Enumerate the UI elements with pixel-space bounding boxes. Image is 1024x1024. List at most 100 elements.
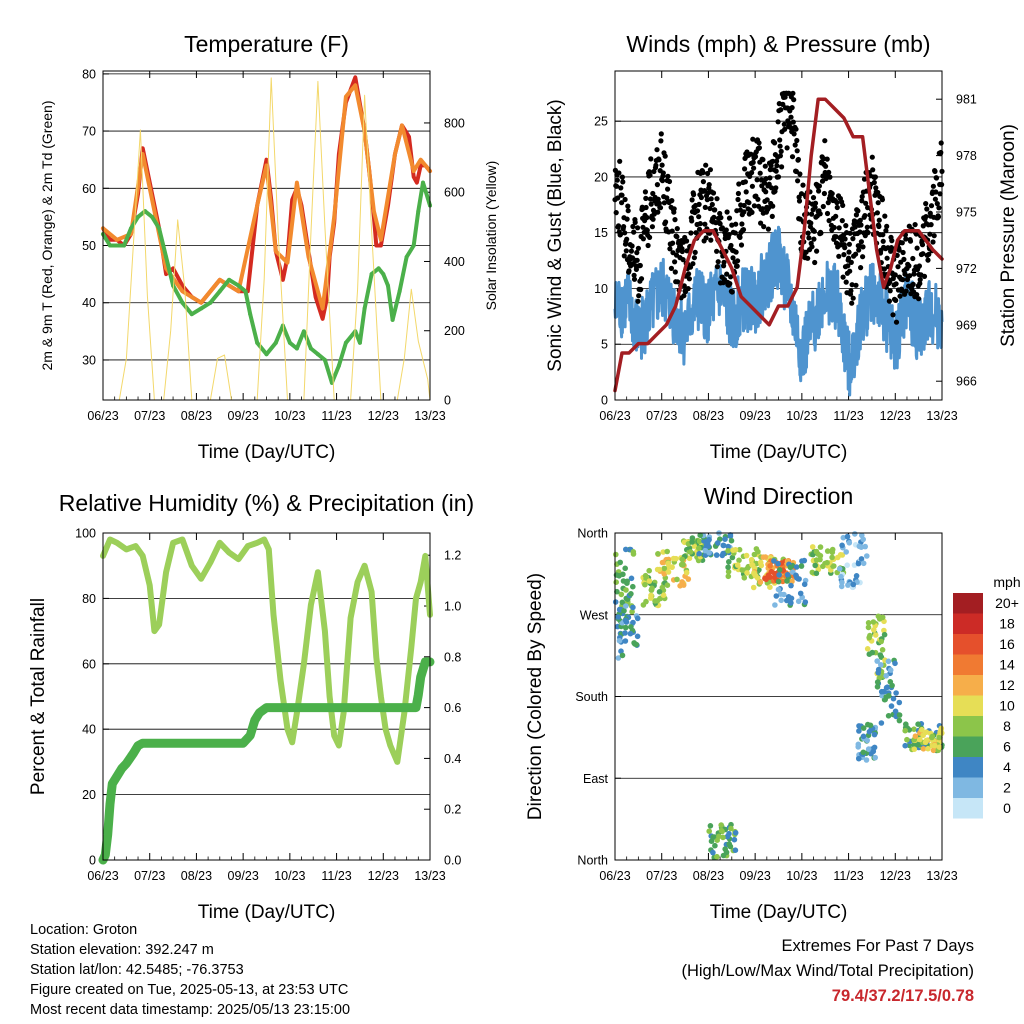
direction-point — [679, 556, 686, 563]
gust-point — [694, 208, 701, 214]
gust-point — [702, 221, 708, 227]
direction-point — [765, 572, 772, 578]
gust-point — [826, 169, 832, 175]
gust-point — [856, 247, 862, 253]
speed-legend: mph 20+ 18 16 14 12 10 8 6 4 2 0 — [953, 574, 1021, 819]
gust-point — [647, 196, 654, 202]
gust-point — [811, 228, 817, 234]
direction-point — [744, 570, 750, 576]
speed-legend-title: mph — [993, 574, 1020, 590]
gust-point — [647, 172, 653, 178]
direction-point — [732, 847, 739, 853]
winds-xlabel: Time (Day/UTC) — [710, 442, 848, 463]
direction-point — [881, 631, 888, 638]
gust-point — [703, 162, 709, 168]
direction-point — [623, 587, 629, 593]
gust-point — [723, 227, 729, 233]
direction-point — [707, 823, 714, 829]
y2-tick-label: 975 — [956, 206, 977, 220]
gust-point — [616, 170, 622, 176]
legend-swatch — [953, 593, 983, 614]
direction-point — [867, 722, 874, 729]
direction-point — [719, 552, 726, 559]
gust-point — [782, 126, 788, 132]
dewpoint-point — [115, 243, 120, 248]
direction-point — [728, 537, 735, 544]
dewpoint-point — [273, 340, 278, 345]
gust-point — [779, 164, 785, 170]
direction-point — [780, 578, 786, 585]
gust-point — [889, 238, 895, 244]
dewpoint-point — [208, 300, 213, 305]
gust-point — [926, 251, 932, 257]
direction-point — [627, 630, 634, 637]
direction-point — [619, 599, 626, 606]
gust-point — [805, 230, 811, 236]
direction-point — [874, 684, 881, 690]
legend-label: 18 — [999, 616, 1015, 632]
direction-point — [697, 532, 703, 538]
gust-point — [927, 231, 933, 237]
gust-point — [645, 242, 651, 249]
gust-point — [712, 207, 718, 213]
gust-point — [735, 196, 741, 203]
gust-point — [728, 242, 734, 249]
direction-point — [775, 578, 782, 585]
gust-point — [632, 219, 638, 225]
gust-point — [774, 163, 780, 169]
gust-point — [670, 240, 676, 246]
gust-point — [800, 182, 806, 188]
x-tick-label: 11/23 — [321, 409, 351, 423]
gust-point — [871, 179, 877, 186]
direction-point — [630, 604, 636, 611]
direction-point — [930, 747, 937, 754]
gust-point — [853, 251, 859, 257]
direction-point — [615, 655, 622, 661]
gust-point — [858, 265, 864, 271]
legend-label: 12 — [999, 677, 1015, 693]
dewpoint-point — [362, 306, 367, 311]
y-tick-label: West — [580, 608, 609, 622]
gust-point — [845, 263, 851, 269]
direction-point — [865, 620, 872, 626]
direction-point — [798, 563, 805, 569]
direction-point — [865, 624, 872, 631]
direction-point — [885, 713, 892, 719]
gust-point — [680, 257, 686, 263]
gust-point — [735, 190, 742, 197]
gust-point — [614, 177, 620, 183]
gust-point — [624, 236, 630, 242]
gust-point — [900, 249, 906, 256]
direction-point — [864, 737, 870, 744]
direction-xlabel: Time (Day/UTC) — [710, 902, 848, 923]
gust-point — [761, 180, 768, 186]
direction-point — [630, 583, 636, 590]
gust-point — [796, 198, 803, 204]
direction-point — [776, 572, 782, 578]
direction-point — [844, 562, 850, 568]
gust-point — [719, 225, 726, 231]
gust-point — [672, 259, 678, 265]
gust-point — [903, 236, 909, 242]
gust-point — [932, 196, 939, 202]
gust-point — [750, 159, 756, 165]
gust-point — [742, 179, 749, 185]
gust-point — [766, 205, 772, 211]
gust-point — [896, 247, 902, 253]
direction-point — [722, 536, 728, 542]
gust-point — [743, 189, 749, 195]
gust-point — [849, 282, 855, 288]
gust-point — [924, 206, 930, 212]
gust-point — [822, 138, 828, 144]
gust-point — [650, 216, 656, 222]
gust-point — [634, 250, 640, 256]
x-tick-label: 09/23 — [228, 409, 259, 423]
direction-point — [615, 614, 621, 620]
direction-point — [613, 551, 619, 558]
direction-point — [917, 736, 923, 743]
gust-point — [631, 229, 637, 235]
gust-point — [846, 255, 852, 261]
direction-point — [860, 560, 867, 567]
